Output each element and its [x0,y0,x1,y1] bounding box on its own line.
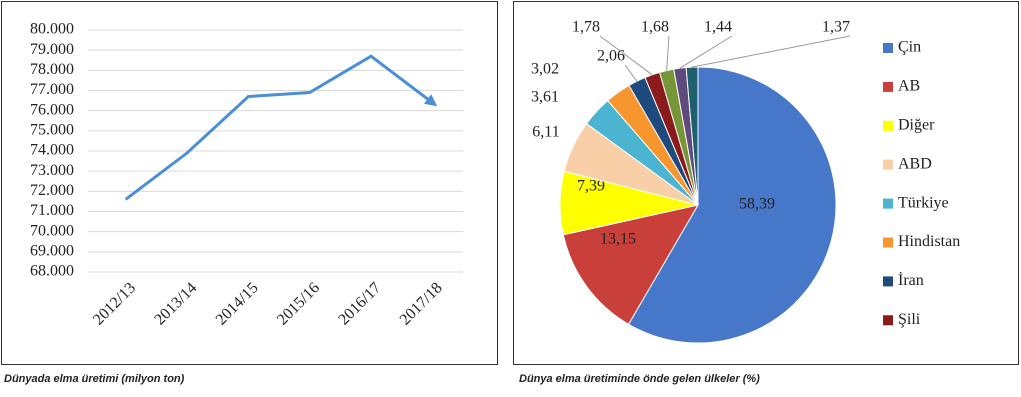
legend-swatch [883,120,893,131]
y-tick-label: 71.000 [30,202,74,219]
legend-swatch [883,198,893,209]
data-label: 58,39 [739,196,775,213]
data-label: 7,39 [577,178,605,195]
y-tick-label: 78.000 [30,61,74,78]
legend-label: Çin [898,39,921,56]
caption: Dünya elma üretiminde önde gelen ülkeler… [519,373,760,385]
y-tick-label: 79.000 [30,41,74,58]
data-label: 1,68 [641,19,669,36]
caption: Dünyada elma üretimi (milyon ton) [4,373,185,385]
legend-swatch [883,315,893,326]
leader-line [599,35,653,76]
legend-swatch [883,159,893,170]
data-label: 13,15 [600,231,636,248]
legend-label: İran [898,271,924,289]
leader-line [666,35,670,71]
data-label: 1,44 [704,19,732,36]
legend-label: Şili [898,311,921,328]
panel-frame [1,1,498,365]
y-tick-label: 70.000 [30,222,74,239]
data-label: 2,06 [597,48,625,65]
legend-label: Diğer [898,116,935,133]
y-tick-label: 72.000 [30,182,74,199]
leader-line [679,35,733,69]
leader-line [624,64,638,82]
data-label: 3,61 [531,89,559,106]
legend-swatch [883,43,893,53]
y-tick-label: 77.000 [30,81,74,98]
line [124,54,438,201]
legend-label: AB [898,78,920,95]
y-tick-label: 69.000 [30,243,74,260]
leader-line [691,35,851,68]
y-tick-label: 68.000 [30,263,74,280]
y-tick-label: 75.000 [30,122,74,139]
legend-swatch [883,237,893,248]
pie-slice [562,204,700,325]
legend-label: ABD [898,155,932,172]
data-label: 1,78 [572,19,600,36]
legend-label: Hindistan [898,233,960,250]
legend-label: Türkiye [898,194,949,211]
y-tick-label: 74.000 [30,142,74,159]
legend-swatch [883,276,893,287]
y-tick-label: 73.000 [30,162,74,179]
data-label: 1,37 [822,19,850,36]
legend-swatch [883,81,893,92]
pie-slice [627,66,837,344]
data-label: 6,11 [532,124,559,141]
y-tick-label: 76.000 [30,101,74,118]
y-tick-label: 80.000 [30,21,74,38]
data-label: 3,02 [531,61,559,78]
